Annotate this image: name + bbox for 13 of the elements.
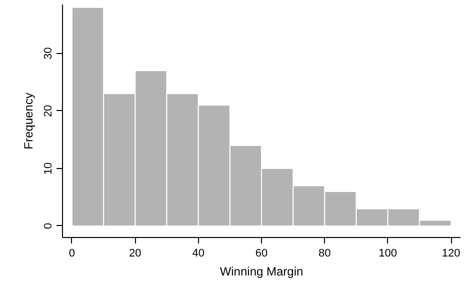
y-tick-label: 30 [42, 47, 54, 60]
y-tick-label: 20 [42, 104, 54, 118]
x-tick-label: 100 [378, 248, 398, 260]
x-tick-label: 120 [442, 248, 460, 260]
x-tick-label: 60 [255, 248, 268, 260]
x-tick-label: 20 [129, 248, 142, 260]
y-tick-label: 10 [42, 162, 54, 175]
x-tick-label: 40 [192, 248, 204, 260]
x-tick-label: 80 [318, 248, 331, 260]
x-axis-title: Winning Margin [220, 264, 304, 278]
y-tick-label: 0 [42, 222, 54, 230]
y-axis-title: Frequency [22, 92, 36, 150]
x-tick-label: 0 [68, 248, 76, 260]
